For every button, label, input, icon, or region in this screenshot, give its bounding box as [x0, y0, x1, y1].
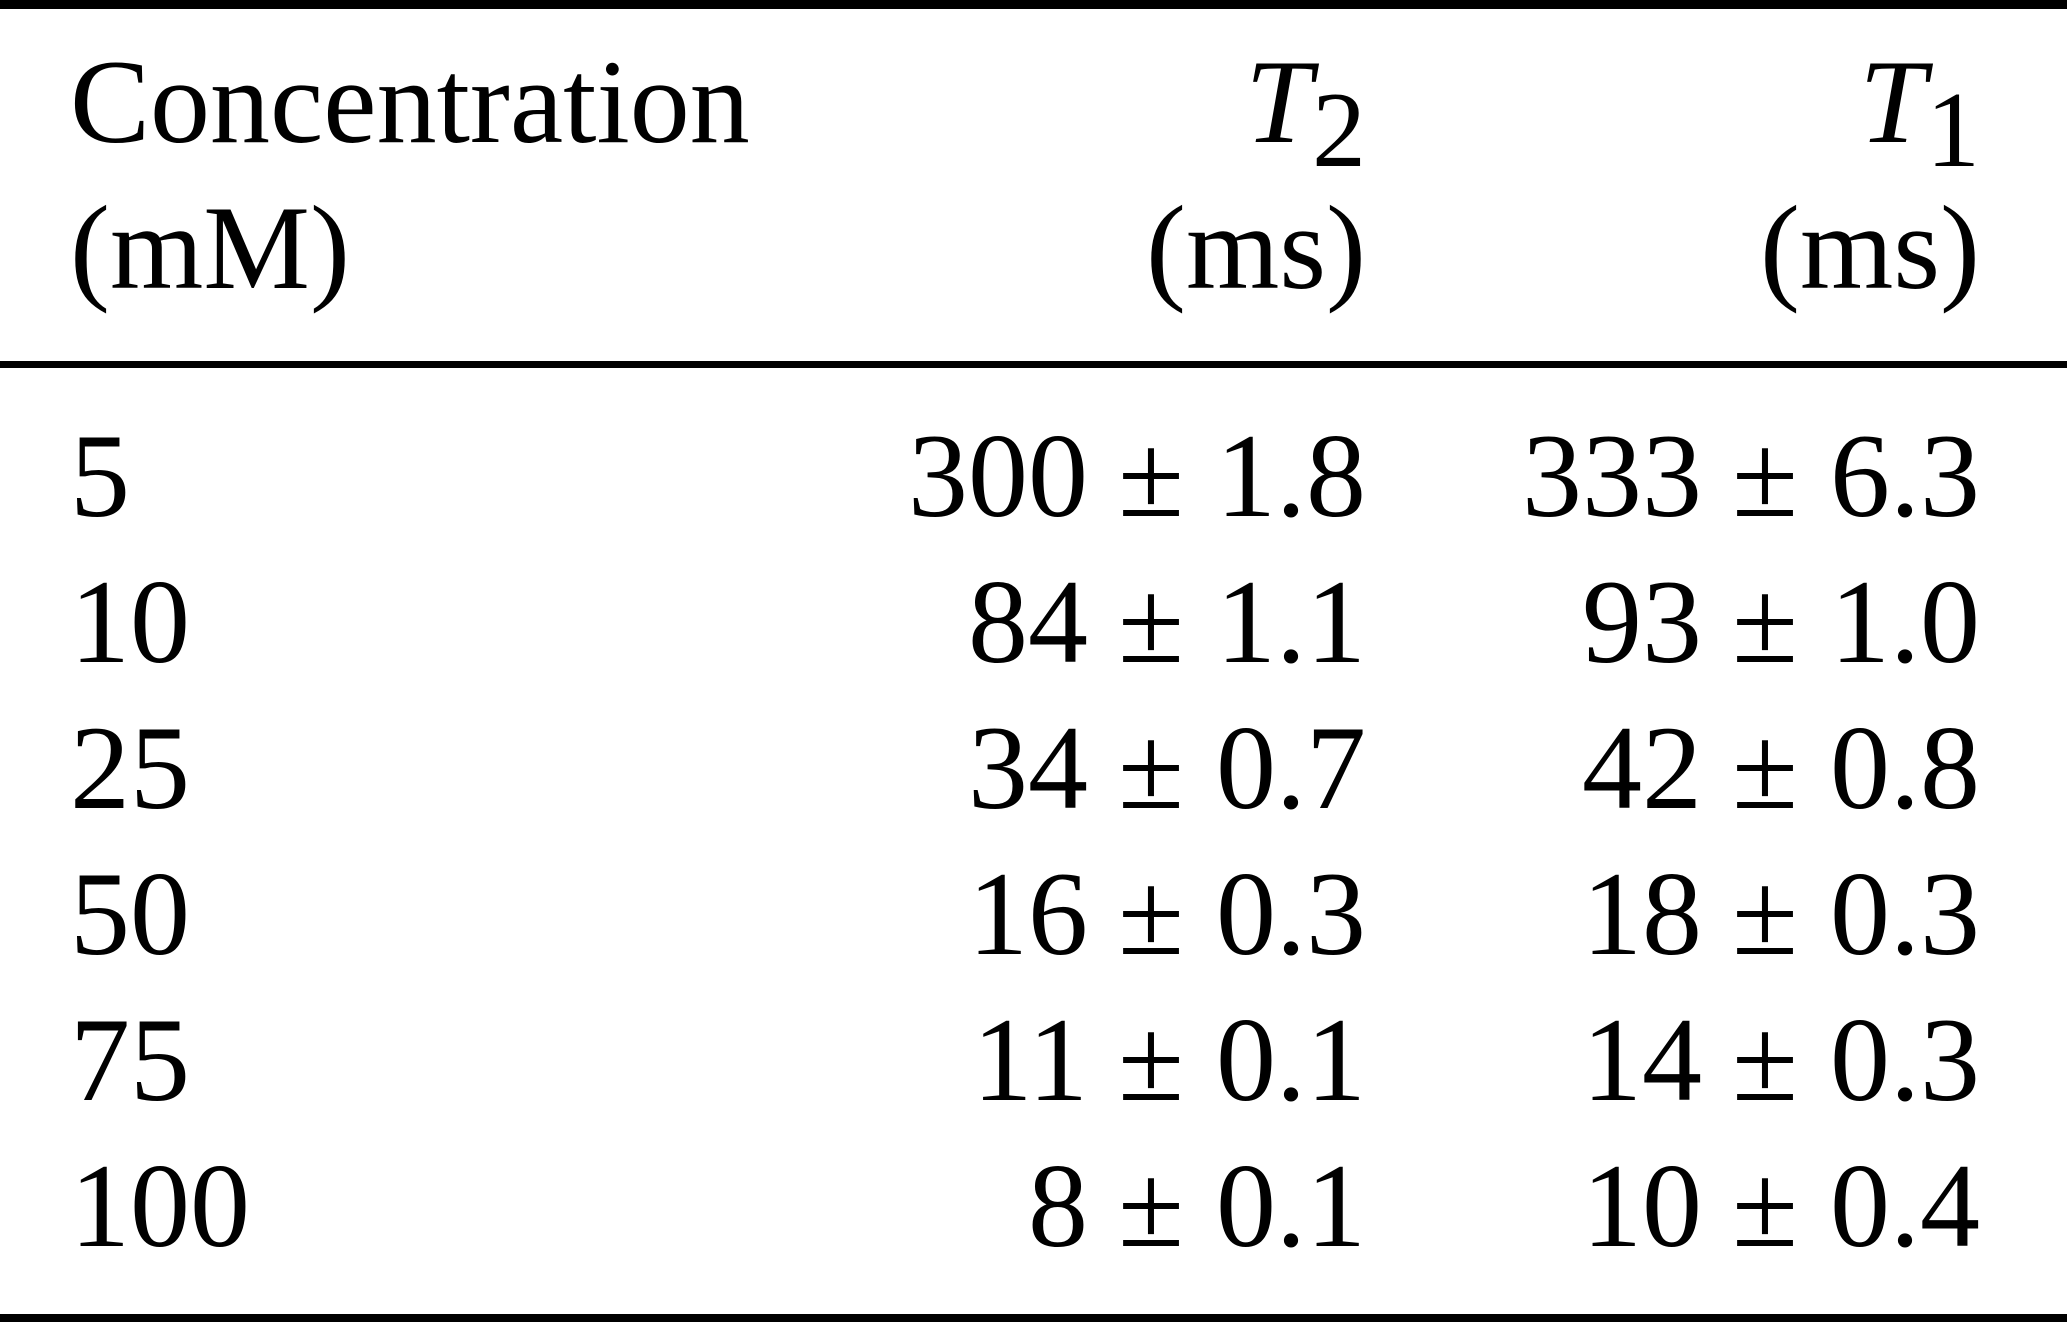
table-header-row: Concentration (mM) T2 (ms) T1 (ms) — [0, 9, 2067, 361]
t2-cell: 8 ±0.1 — [600, 1133, 1366, 1279]
table-bottom-rule — [0, 1314, 2067, 1322]
concentration-cell: 25 — [70, 701, 190, 834]
plus-minus-sign: ± — [1118, 409, 1184, 542]
t1-value: 10 — [1582, 1139, 1702, 1272]
table-row: 10 84 ±1.1 93 ±1.0 — [0, 549, 2067, 695]
concentration-cell: 5 — [70, 409, 130, 542]
concentration-cell: 10 — [70, 555, 190, 688]
plus-minus-sign: ± — [1732, 993, 1798, 1126]
t2-cell: 11 ±0.1 — [600, 987, 1366, 1133]
t1-header-label: T1 — [1366, 29, 1980, 184]
t2-value: 34 — [968, 701, 1088, 834]
t1-cell: 18 ±0.3 — [1366, 841, 1980, 987]
t2-subscript: 2 — [1312, 70, 1366, 190]
t1-uncertainty: 0.8 — [1830, 701, 1980, 834]
concentration-cell: 50 — [70, 847, 190, 980]
t1-cell: 10 ±0.4 — [1366, 1133, 1980, 1279]
t1-uncertainty: 0.3 — [1830, 847, 1980, 980]
t1-uncertainty: 0.4 — [1830, 1139, 1980, 1272]
plus-minus-sign: ± — [1118, 701, 1184, 834]
t1-uncertainty: 0.3 — [1830, 993, 1980, 1126]
plus-minus-sign: ± — [1118, 1139, 1184, 1272]
t2-value: 8 — [1028, 1139, 1088, 1272]
t2-value: 11 — [972, 993, 1088, 1126]
t2-symbol: T — [1245, 35, 1312, 168]
concentration-column-header: Concentration (mM) — [70, 29, 750, 321]
t1-cell: 93 ±1.0 — [1366, 549, 1980, 695]
concentration-cell: 75 — [70, 993, 190, 1126]
t2-cell: 16 ±0.3 — [600, 841, 1366, 987]
table-row: 100 8 ±0.1 10 ±0.4 — [0, 1133, 2067, 1279]
t2-uncertainty: 0.7 — [1216, 701, 1366, 834]
t1-value: 14 — [1582, 993, 1702, 1126]
plus-minus-sign: ± — [1732, 847, 1798, 980]
t2-uncertainty: 1.1 — [1216, 555, 1366, 688]
plus-minus-sign: ± — [1732, 701, 1798, 834]
t1-cell: 14 ±0.3 — [1366, 987, 1980, 1133]
t2-uncertainty: 1.8 — [1216, 409, 1366, 542]
t2-column-header: T2 (ms) — [600, 29, 1366, 321]
t1-subscript: 1 — [1926, 70, 1980, 190]
table-row: 25 34 ±0.7 42 ±0.8 — [0, 695, 2067, 841]
plus-minus-sign: ± — [1118, 555, 1184, 688]
plus-minus-sign: ± — [1118, 993, 1184, 1126]
table-header-rule — [0, 361, 2067, 368]
t1-header-unit: (ms) — [1760, 181, 1980, 314]
plus-minus-sign: ± — [1732, 555, 1798, 688]
t2-cell: 34 ±0.7 — [600, 695, 1366, 841]
t1-cell: 333 ±6.3 — [1366, 403, 1980, 549]
concentration-header-unit: (mM) — [70, 181, 350, 314]
t1-uncertainty: 6.3 — [1830, 409, 1980, 542]
t2-value: 84 — [968, 555, 1088, 688]
t2-cell: 84 ±1.1 — [600, 549, 1366, 695]
table-row: 50 16 ±0.3 18 ±0.3 — [0, 841, 2067, 987]
t1-value: 333 — [1522, 409, 1702, 542]
t1-uncertainty: 1.0 — [1830, 555, 1980, 688]
table-row: 5 300 ±1.8 333 ±6.3 — [0, 403, 2067, 549]
t1-column-header: T1 (ms) — [1366, 29, 1980, 321]
t2-header-unit: (ms) — [1146, 181, 1366, 314]
t1-value: 42 — [1582, 701, 1702, 834]
concentration-cell: 100 — [70, 1139, 250, 1272]
t1-symbol: T — [1859, 35, 1926, 168]
plus-minus-sign: ± — [1732, 409, 1798, 542]
table-top-rule — [0, 0, 2067, 9]
t1-value: 93 — [1582, 555, 1702, 688]
concentration-header-label: Concentration — [70, 35, 750, 168]
t2-header-label: T2 — [600, 29, 1366, 184]
t2-uncertainty: 0.1 — [1216, 1139, 1366, 1272]
t1-value: 18 — [1582, 847, 1702, 980]
t2-value: 16 — [968, 847, 1088, 980]
table-row: 75 11 ±0.1 14 ±0.3 — [0, 987, 2067, 1133]
t2-uncertainty: 0.1 — [1216, 993, 1366, 1126]
plus-minus-sign: ± — [1732, 1139, 1798, 1272]
t2-cell: 300 ±1.8 — [600, 403, 1366, 549]
plus-minus-sign: ± — [1118, 847, 1184, 980]
t1-cell: 42 ±0.8 — [1366, 695, 1980, 841]
table-body: 5 300 ±1.8 333 ±6.3 10 84 ±1.1 93 ±1.0 25 34… — [0, 368, 2067, 1314]
t2-uncertainty: 0.3 — [1216, 847, 1366, 980]
t2-value: 300 — [908, 409, 1088, 542]
